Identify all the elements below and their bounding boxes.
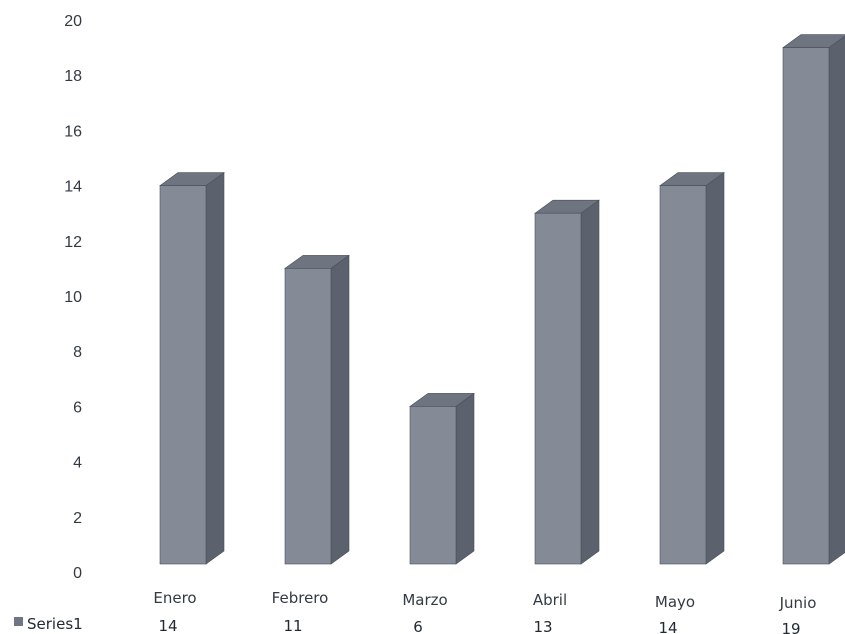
bar-front-face xyxy=(284,268,332,565)
x-axis-category-labels: Enero Febrero Marzo Abril Mayo Junio xyxy=(153,589,816,612)
bar xyxy=(284,254,350,565)
y-tick-label: 8 xyxy=(73,344,82,361)
data-table-value: 14 xyxy=(658,619,677,634)
bar-side-face xyxy=(580,199,600,565)
data-table: Series1 14 11 6 13 14 19 xyxy=(14,615,801,634)
y-tick-label: 12 xyxy=(64,234,82,251)
bar xyxy=(782,34,845,565)
y-tick-label: 0 xyxy=(73,565,82,582)
legend-key-series1 xyxy=(14,617,23,626)
data-table-value: 19 xyxy=(781,620,800,634)
y-tick-label: 18 xyxy=(64,68,82,85)
y-tick-label: 6 xyxy=(73,399,82,416)
bar-series xyxy=(159,34,845,565)
y-tick-label: 20 xyxy=(64,13,82,30)
y-tick-label: 14 xyxy=(64,179,82,196)
bar xyxy=(409,392,475,565)
bar-front-face xyxy=(534,212,582,565)
x-tick-label: Enero xyxy=(153,589,196,607)
bar-side-face xyxy=(455,392,475,565)
x-tick-label: Junio xyxy=(779,594,817,612)
y-tick-label: 10 xyxy=(64,289,82,306)
bar-front-face xyxy=(409,406,457,565)
bar-side-face xyxy=(828,35,845,565)
x-tick-label: Abril xyxy=(533,591,567,609)
x-tick-label: Febrero xyxy=(272,589,329,607)
bar-front-face xyxy=(782,47,830,565)
y-tick-label: 2 xyxy=(73,510,82,527)
bar-front-face xyxy=(159,185,207,565)
data-table-value: 13 xyxy=(533,618,552,634)
bar xyxy=(659,172,725,565)
bar-side-face xyxy=(705,172,725,565)
data-table-value: 11 xyxy=(283,617,302,634)
legend-label-series1: Series1 xyxy=(27,615,83,633)
bar-front-face xyxy=(659,185,707,565)
data-table-value: 6 xyxy=(413,618,423,634)
x-tick-label: Mayo xyxy=(655,593,695,611)
data-table-value: 14 xyxy=(158,617,177,634)
bar xyxy=(159,172,225,565)
y-tick-label: 16 xyxy=(64,123,82,140)
y-tick-label: 4 xyxy=(73,455,82,472)
data-table-values: 14 11 6 13 14 19 xyxy=(158,617,800,634)
bar-side-face xyxy=(330,254,350,565)
bar-side-face xyxy=(205,172,225,565)
x-tick-label: Marzo xyxy=(402,591,447,609)
bar xyxy=(534,199,600,565)
y-axis-ticks: 0 2 4 6 8 10 12 14 16 18 20 xyxy=(64,13,82,582)
